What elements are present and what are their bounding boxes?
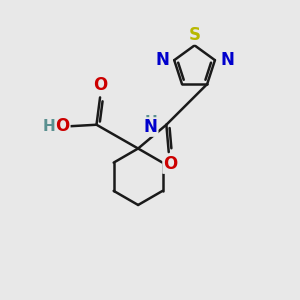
Text: S: S [189,26,201,44]
Text: N: N [144,118,158,136]
Text: O: O [93,76,107,94]
Text: O: O [56,117,70,135]
Text: N: N [155,51,169,69]
Text: H: H [144,115,157,130]
Text: N: N [220,51,234,69]
Text: O: O [163,155,177,173]
Text: H: H [42,119,55,134]
